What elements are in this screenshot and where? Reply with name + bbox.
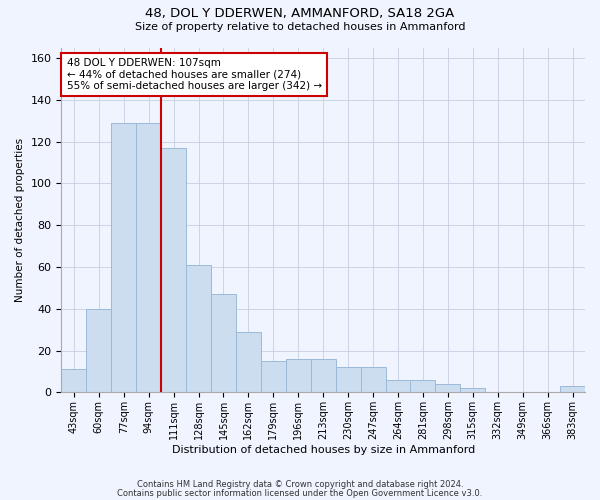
Bar [111,123,136,392]
Text: Size of property relative to detached houses in Ammanford: Size of property relative to detached ho… [135,22,465,32]
Bar [236,332,261,392]
Text: Contains HM Land Registry data © Crown copyright and database right 2024.: Contains HM Land Registry data © Crown c… [137,480,463,489]
Text: 48, DOL Y DDERWEN, AMMANFORD, SA18 2GA: 48, DOL Y DDERWEN, AMMANFORD, SA18 2GA [145,8,455,20]
Bar [335,368,361,392]
Bar [86,309,111,392]
X-axis label: Distribution of detached houses by size in Ammanford: Distribution of detached houses by size … [172,445,475,455]
Bar [311,359,335,392]
Text: Contains public sector information licensed under the Open Government Licence v3: Contains public sector information licen… [118,488,482,498]
Bar [410,380,436,392]
Text: 48 DOL Y DDERWEN: 107sqm
← 44% of detached houses are smaller (274)
55% of semi-: 48 DOL Y DDERWEN: 107sqm ← 44% of detach… [67,58,322,91]
Bar [560,386,585,392]
Bar [211,294,236,392]
Bar [61,370,86,392]
Bar [386,380,410,392]
Bar [186,265,211,392]
Y-axis label: Number of detached properties: Number of detached properties [15,138,25,302]
Bar [261,361,286,392]
Bar [460,388,485,392]
Bar [436,384,460,392]
Bar [361,368,386,392]
Bar [286,359,311,392]
Bar [136,123,161,392]
Bar [161,148,186,392]
